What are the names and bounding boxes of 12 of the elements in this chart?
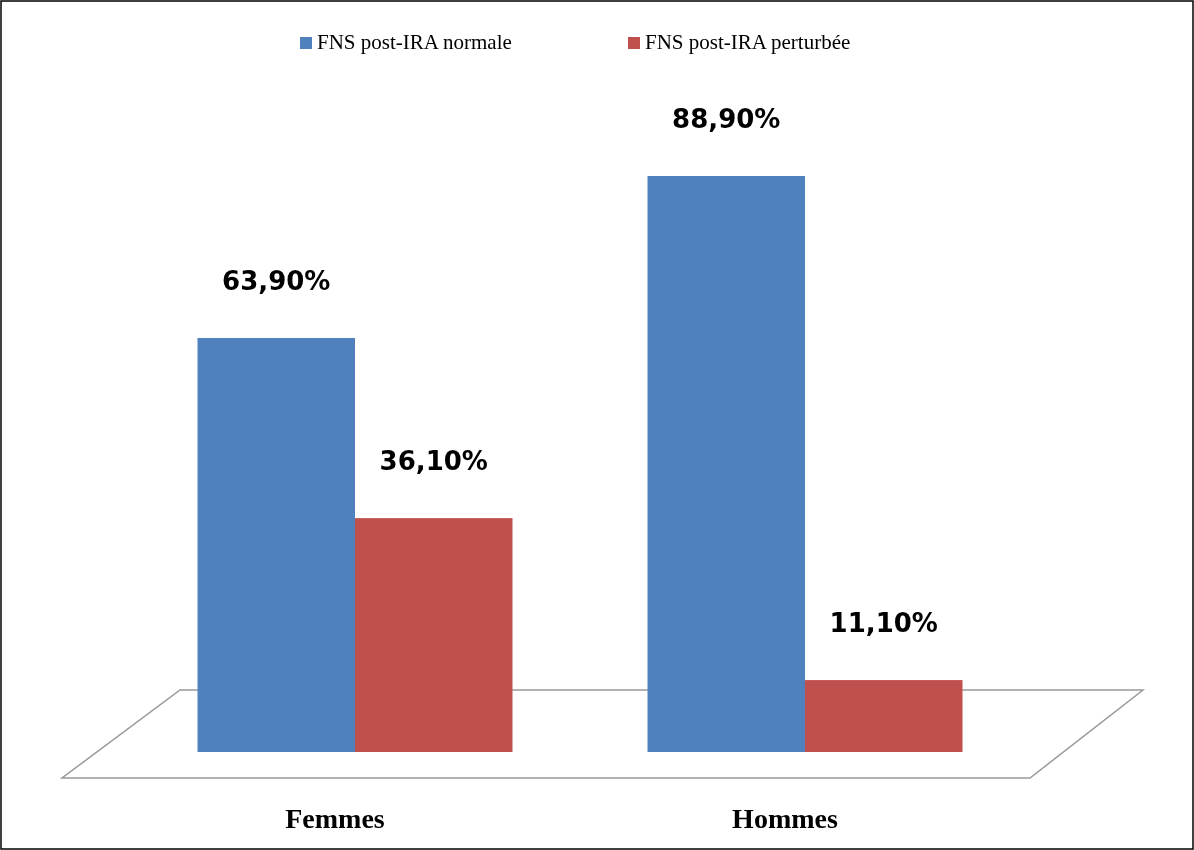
x-tick-label: Hommes: [732, 803, 838, 834]
bar: [647, 176, 805, 752]
data-label: 11,10%: [829, 608, 938, 639]
legend-label: FNS post-IRA perturbée: [645, 30, 851, 54]
bar: [355, 518, 513, 752]
bar: [197, 337, 355, 752]
bar: [805, 680, 963, 752]
data-label: 63,90%: [222, 265, 331, 296]
data-label: 36,10%: [379, 446, 488, 477]
legend-label: FNS post-IRA normale: [317, 30, 512, 54]
x-tick-label: Femmes: [285, 803, 385, 834]
data-label: 88,90%: [672, 104, 781, 134]
